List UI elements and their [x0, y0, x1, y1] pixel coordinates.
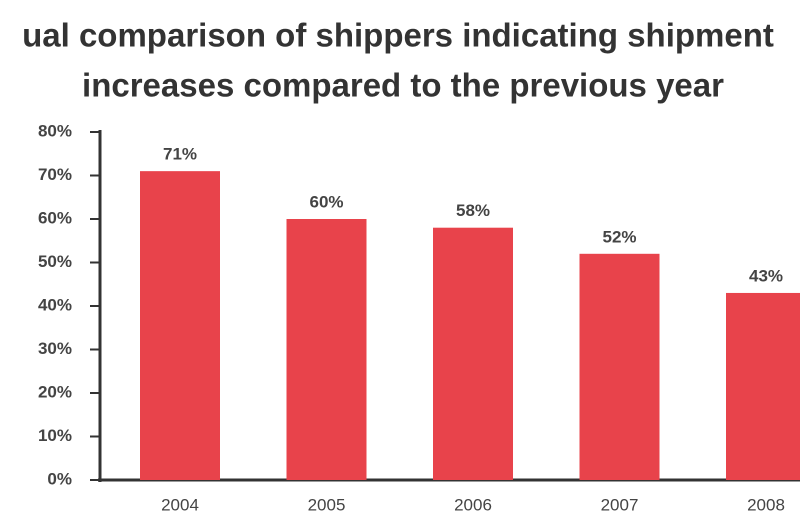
chart-title: ual comparison of shippers indicating sh… — [22, 17, 774, 54]
bar — [286, 219, 367, 480]
x-tick-label: 2005 — [308, 495, 346, 514]
y-tick-label: 30% — [38, 339, 72, 358]
x-tick-label: 2007 — [601, 495, 639, 514]
bar — [433, 227, 513, 480]
bar — [579, 253, 660, 480]
value-label: 58% — [456, 201, 490, 220]
bar — [140, 171, 220, 480]
y-tick-label: 50% — [38, 252, 72, 271]
bar — [726, 292, 800, 480]
x-tick-label: 2004 — [161, 495, 199, 514]
y-tick-label: 70% — [38, 165, 72, 184]
y-tick-label: 60% — [38, 208, 72, 227]
y-tick-label: 40% — [38, 295, 72, 314]
chart-title: increases compared to the previous year — [82, 67, 724, 104]
value-label: 71% — [163, 145, 197, 164]
value-label: 52% — [602, 227, 636, 246]
y-tick-label: 80% — [38, 121, 72, 140]
value-label: 43% — [749, 266, 783, 285]
y-tick-label: 10% — [38, 426, 72, 445]
y-tick-label: 0% — [47, 469, 72, 488]
x-tick-label: 2006 — [454, 495, 492, 514]
y-tick-label: 20% — [38, 382, 72, 401]
x-tick-label: 2008 — [747, 495, 785, 514]
value-label: 60% — [309, 192, 343, 211]
